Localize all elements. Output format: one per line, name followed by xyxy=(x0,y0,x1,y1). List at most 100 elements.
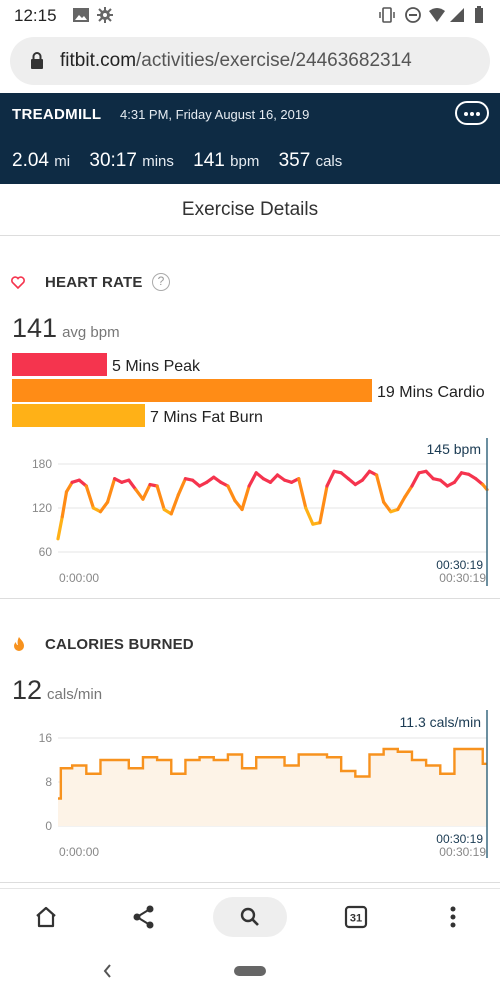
heart-rate-segment xyxy=(382,500,393,514)
heart-rate-segment xyxy=(141,482,152,501)
url-path: /activities/exercise/24463682314 xyxy=(136,50,412,71)
heart-rate-segment xyxy=(64,480,74,494)
heart-rate-segment xyxy=(169,493,180,516)
stat-value: 141 xyxy=(193,150,225,171)
heart-rate-segment xyxy=(134,488,145,501)
signal-icon xyxy=(450,8,464,22)
y-tick-label: 8 xyxy=(45,775,52,789)
activity-datetime: 4:31 PM, Friday August 16, 2019 xyxy=(120,107,310,122)
browser-bottom-bar: 31 xyxy=(0,888,500,944)
cursor-value-label: 11.3 cals/min xyxy=(400,714,481,730)
stat-unit: cals xyxy=(315,153,343,170)
calories-average: 12 cals/min xyxy=(12,675,102,706)
share-icon[interactable] xyxy=(124,897,164,937)
zone-label-fatburn: 7 Mins Fat Burn xyxy=(150,409,263,426)
more-options-button[interactable] xyxy=(455,101,489,125)
heart-icon xyxy=(11,276,25,289)
lock-icon xyxy=(31,52,43,69)
section-divider xyxy=(0,598,500,599)
do-not-disturb-icon xyxy=(405,7,421,23)
stat-distance: 2.04 mi xyxy=(12,150,70,171)
y-tick-label: 0 xyxy=(45,819,52,833)
wifi-icon xyxy=(429,8,445,22)
heart-rate-series xyxy=(56,469,489,541)
back-icon[interactable] xyxy=(100,962,116,980)
image-notification-icon xyxy=(73,8,89,22)
x-tick-label: 0:00:00 xyxy=(59,845,99,859)
system-navigation-bar xyxy=(0,944,500,999)
activity-stats: 2.04 mi 30:17 mins 141 bpm 357 cals xyxy=(12,150,356,172)
address-bar[interactable]: fitbit.com/activities/exercise/244636823… xyxy=(10,37,490,85)
heart-rate-segment xyxy=(374,473,386,504)
stat-heart-rate: 141 bpm xyxy=(193,150,259,171)
heart-rate-segment xyxy=(268,473,280,484)
heart-rate-segment xyxy=(247,471,258,488)
activity-type: TREADMILL xyxy=(12,106,102,123)
y-tick-label: 16 xyxy=(39,731,53,745)
heart-rate-segment xyxy=(396,495,407,512)
zone-bar-cardio xyxy=(12,379,372,402)
more-dot xyxy=(470,112,474,116)
zone-label-cardio: 19 Mins Cardio xyxy=(377,384,485,401)
heart-rate-segment xyxy=(410,471,421,488)
heart-rate-segment xyxy=(155,484,166,512)
status-time: 12:15 xyxy=(14,6,57,25)
home-pill[interactable] xyxy=(234,966,266,976)
heart-rate-average: 141 avg bpm xyxy=(12,313,120,344)
x-tick-label: 00:30:19 xyxy=(439,571,486,585)
heart-rate-segment xyxy=(176,477,188,497)
battery-icon xyxy=(475,6,483,23)
y-tick-label: 60 xyxy=(39,545,53,559)
overflow-menu-icon[interactable] xyxy=(433,897,473,937)
stat-unit: mi xyxy=(54,153,71,170)
url-text: fitbit.com/activities/exercise/244636823… xyxy=(60,50,412,72)
search-icon xyxy=(240,907,259,926)
page-title: Exercise Details xyxy=(0,184,500,236)
cursor-time-label: 00:30:19 xyxy=(436,558,483,572)
stat-value: 30:17 xyxy=(89,150,137,171)
avg-cals-unit: cals/min xyxy=(47,686,103,703)
stat-duration: 30:17 mins xyxy=(89,150,174,171)
stat-calories: 357 cals xyxy=(279,150,343,171)
calories-chart[interactable]: 16 8 0 0:00:00 00:30:19 11.3 cals/min 00… xyxy=(0,710,500,865)
heart-rate-segment xyxy=(98,500,110,514)
cursor-value-label: 145 bpm xyxy=(427,441,481,457)
avg-cals-value: 12 xyxy=(12,675,43,705)
cursor-time-label: 00:30:19 xyxy=(436,832,483,846)
section-divider xyxy=(0,882,500,883)
heart-rate-chart[interactable]: 180 120 60 0:00:00 00:30:19 145 bpm 00:3… xyxy=(0,438,500,593)
heart-rate-segment xyxy=(56,515,64,541)
y-tick-label: 180 xyxy=(32,457,52,471)
zone-bar-peak xyxy=(12,353,107,376)
zone-label-peak: 5 Mins Peak xyxy=(112,358,201,375)
heart-rate-segment xyxy=(240,484,251,512)
heart-rate-segment xyxy=(297,477,308,510)
x-tick-label: 0:00:00 xyxy=(59,571,99,585)
status-bar: 12:15 xyxy=(0,0,500,32)
heart-rate-title: HEART RATE xyxy=(45,274,143,291)
svg-text:31: 31 xyxy=(350,913,362,925)
heart-rate-segment xyxy=(84,484,95,510)
x-tick-label: 00:30:19 xyxy=(439,845,486,859)
heart-rate-segment xyxy=(226,484,237,503)
stat-value: 2.04 xyxy=(12,150,49,171)
stat-value: 357 xyxy=(278,150,311,171)
calories-series xyxy=(58,747,487,826)
avg-bpm-value: 141 xyxy=(12,313,58,343)
search-button[interactable] xyxy=(213,897,287,937)
zone-bar-fatburn xyxy=(12,404,145,427)
activity-header: TREADMILL 4:31 PM, Friday August 16, 201… xyxy=(0,93,500,184)
tabs-switcher-icon[interactable]: 31 xyxy=(336,897,376,937)
flame-icon xyxy=(14,637,24,651)
stat-unit: bpm xyxy=(230,153,260,170)
heart-rate-segment xyxy=(325,469,336,488)
url-domain: fitbit.com xyxy=(60,50,137,71)
heart-rate-segment xyxy=(360,469,372,482)
help-icon[interactable]: ? xyxy=(152,273,170,291)
settings-notification-icon xyxy=(97,7,113,23)
more-dot xyxy=(476,112,480,116)
home-icon[interactable] xyxy=(26,897,66,937)
vibrate-icon xyxy=(379,7,395,23)
heart-rate-segment xyxy=(127,478,138,492)
y-tick-label: 120 xyxy=(32,501,52,515)
